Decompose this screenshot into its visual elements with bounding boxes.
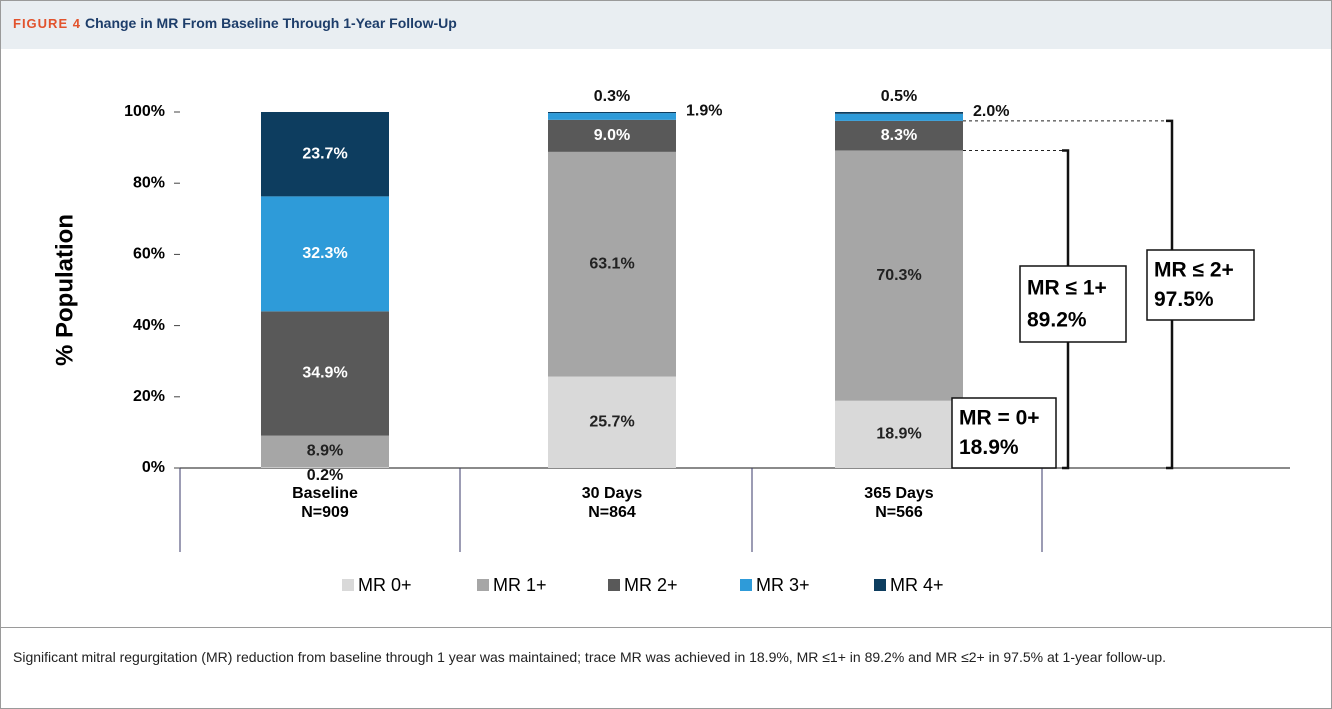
value-label: 34.9% (302, 365, 347, 382)
legend-label: MR 0+ (358, 575, 412, 595)
bar-segment (835, 120, 963, 151)
x-tick-label: 30 Days (582, 485, 643, 502)
chart: % Population 0% 20% 40% 60% 80% 100% Baseline N… (51, 88, 1290, 595)
bar-segment (835, 112, 963, 114)
divider (1, 627, 1331, 628)
bar-segment (548, 112, 676, 114)
x-tick-sublabel: N=864 (588, 504, 636, 521)
value-label: 63.1% (589, 255, 634, 272)
bar-segment (835, 113, 963, 121)
legend-label: MR 2+ (624, 575, 678, 595)
figure-label: FIGURE 4 (13, 16, 81, 31)
annotation-label: MR ≤ 1+ (1027, 276, 1107, 299)
bar-segment (835, 150, 963, 401)
legend-label: MR 4+ (890, 575, 944, 595)
value-label: 2.0% (973, 103, 1009, 120)
bar-segment (835, 400, 963, 468)
y-tick-label: 0% (142, 459, 165, 476)
x-tick-sublabel: N=566 (875, 504, 923, 521)
annotation-label: MR ≤ 2+ (1154, 259, 1234, 282)
y-axis-title: % Population (51, 214, 78, 366)
value-label: 9.0% (594, 127, 630, 144)
legend-swatch (477, 579, 489, 591)
legend-swatch (342, 579, 354, 591)
y-tick-label: 100% (124, 103, 165, 120)
value-label: 1.9% (686, 102, 722, 119)
value-label: 25.7% (589, 413, 634, 430)
annotation-box (1146, 249, 1255, 321)
value-label: 32.3% (302, 245, 347, 262)
bar-segment (548, 119, 676, 152)
y-tick-label: 40% (133, 317, 165, 334)
annotation-value: 18.9% (959, 436, 1019, 459)
value-label: 0.5% (881, 88, 917, 105)
legend-swatch (608, 579, 620, 591)
value-label: 18.9% (876, 426, 921, 443)
y-tick-label: 80% (133, 174, 165, 191)
bar-segment (261, 467, 389, 468)
x-tick-sublabel: N=909 (301, 504, 349, 521)
x-tick-label: Baseline (292, 485, 358, 502)
bar-segment (548, 151, 676, 377)
annotation-label: MR = 0+ (959, 407, 1040, 430)
annotation-value: 89.2% (1027, 308, 1087, 331)
legend-swatch (740, 579, 752, 591)
legend-label: MR 3+ (756, 575, 810, 595)
header: FIGURE 4 Change in MR From Baseline Thro… (1, 1, 1331, 49)
value-label: 23.7% (302, 145, 347, 162)
value-label: 0.2% (307, 467, 343, 484)
bar-segment (261, 112, 389, 197)
legend-swatch (874, 579, 886, 591)
value-label: 70.3% (876, 267, 921, 284)
bar-segment (548, 376, 676, 468)
value-label: 0.3% (594, 88, 630, 105)
figure-title: Change in MR From Baseline Through 1-Yea… (85, 15, 457, 31)
legend-label: MR 1+ (493, 575, 547, 595)
bar-segment (261, 196, 389, 312)
bar-segment (261, 435, 389, 468)
annotation-value: 97.5% (1154, 288, 1214, 311)
bar-segment (261, 311, 389, 436)
y-tick-label: 60% (133, 246, 165, 263)
caption: Significant mitral regurgitation (MR) re… (13, 649, 1167, 665)
annotation-box (1019, 265, 1127, 343)
y-tick-label: 20% (133, 388, 165, 405)
bar-segment (548, 113, 676, 120)
annotation-box (951, 397, 1057, 469)
value-label: 8.9% (307, 443, 343, 460)
x-tick-label: 365 Days (864, 485, 933, 502)
value-label: 8.3% (881, 127, 917, 144)
